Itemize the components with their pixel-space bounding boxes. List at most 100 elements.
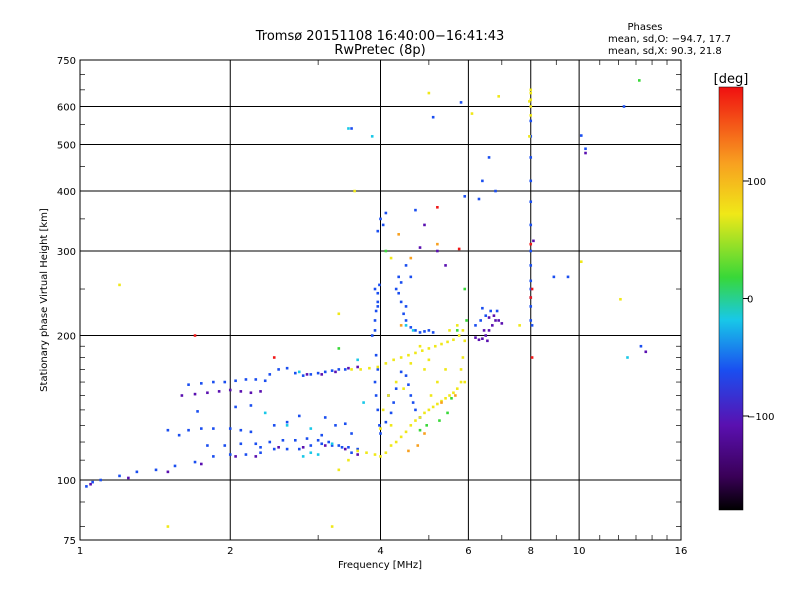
data-point	[193, 334, 197, 337]
data-point	[529, 156, 533, 159]
data-point	[448, 329, 451, 332]
data-point	[193, 460, 197, 464]
data-point	[244, 453, 248, 456]
data-point	[330, 525, 334, 528]
data-point	[374, 394, 378, 397]
data-point	[239, 442, 243, 446]
data-point	[392, 358, 395, 362]
data-point	[397, 291, 400, 295]
data-point	[529, 223, 533, 227]
data-point	[272, 447, 276, 451]
data-point	[411, 329, 415, 332]
data-point	[486, 339, 489, 343]
data-point	[529, 105, 533, 108]
data-point	[622, 105, 626, 108]
data-point	[316, 371, 320, 375]
data-point	[474, 324, 477, 327]
data-point	[301, 446, 305, 449]
data-point	[85, 485, 88, 488]
data-point	[481, 179, 484, 183]
x-tick-label: 4	[377, 546, 383, 557]
colorbar-tick-label: 0	[747, 295, 753, 306]
data-point	[487, 156, 491, 159]
data-point	[409, 424, 413, 427]
data-point	[529, 296, 533, 299]
data-point	[376, 305, 380, 308]
data-point	[529, 249, 533, 253]
data-point	[154, 468, 158, 472]
x-tick-label: 10	[573, 546, 586, 557]
data-point	[409, 362, 413, 365]
data-point	[337, 312, 341, 316]
data-point	[99, 478, 102, 482]
data-point	[414, 419, 417, 422]
data-point	[455, 329, 459, 332]
data-point	[431, 331, 435, 334]
data-point	[268, 440, 272, 444]
data-point	[579, 260, 583, 264]
phases-o-line: mean, sd,O: −94.7, 17.7	[608, 34, 731, 45]
data-point	[433, 344, 437, 348]
data-point	[529, 135, 533, 138]
data-point	[414, 351, 417, 355]
data-point	[379, 455, 382, 458]
data-point	[479, 319, 482, 322]
data-point	[397, 275, 400, 279]
data-point	[404, 374, 408, 377]
data-point	[491, 324, 494, 327]
data-point	[418, 416, 422, 419]
colorbar: [deg] 100 0 −100	[714, 72, 774, 511]
data-point	[414, 208, 417, 212]
data-point	[461, 329, 465, 332]
data-point	[365, 451, 368, 455]
data-point	[254, 455, 258, 458]
data-point	[394, 440, 398, 444]
data-point	[552, 275, 556, 279]
data-point	[378, 424, 381, 427]
data-point	[347, 458, 350, 462]
data-point	[392, 401, 395, 404]
data-point	[373, 453, 377, 456]
data-point	[455, 387, 459, 390]
data-point	[459, 368, 463, 371]
data-point	[384, 249, 388, 253]
data-point	[353, 189, 356, 193]
data-point	[384, 211, 388, 215]
x-tick-label: 1	[77, 546, 83, 557]
data-point	[407, 449, 410, 453]
data-point	[166, 428, 170, 432]
data-point	[254, 442, 258, 446]
data-point	[301, 374, 305, 377]
data-point	[394, 287, 398, 291]
data-point	[481, 306, 484, 310]
data-point	[427, 329, 431, 332]
data-point	[334, 370, 337, 374]
data-point	[381, 408, 385, 412]
data-point	[431, 115, 435, 119]
gridlines	[80, 60, 681, 540]
data-point	[356, 365, 359, 369]
data-point	[259, 390, 262, 393]
phases-heading: Phases	[627, 22, 662, 33]
data-point	[497, 319, 500, 322]
data-point	[423, 330, 426, 333]
data-point	[389, 256, 393, 260]
data-point	[529, 279, 533, 283]
data-point	[459, 101, 463, 104]
data-point	[350, 368, 353, 371]
data-point	[402, 387, 405, 390]
data-point	[347, 127, 350, 130]
data-point	[376, 291, 380, 295]
data-point	[217, 390, 221, 393]
data-point	[452, 338, 455, 342]
data-point	[356, 453, 359, 456]
data-point	[626, 356, 629, 359]
data-point	[529, 200, 533, 204]
data-point	[374, 353, 378, 357]
data-point	[394, 387, 398, 390]
data-point	[320, 373, 324, 376]
data-point	[343, 422, 347, 426]
data-point	[200, 382, 203, 385]
data-point	[337, 368, 341, 371]
data-point	[187, 428, 190, 432]
